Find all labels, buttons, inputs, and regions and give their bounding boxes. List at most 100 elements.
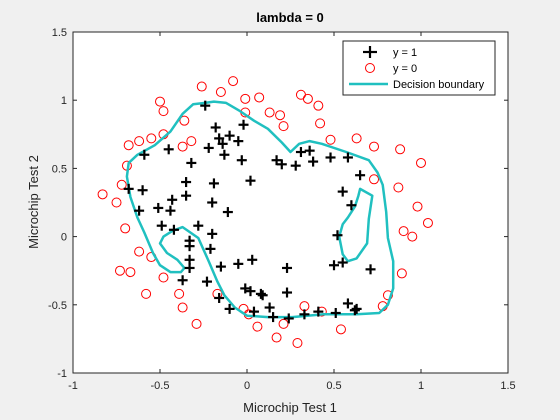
data-point-y0 [382,290,393,301]
data-point-y1 [193,220,204,231]
data-point-y0 [179,115,190,126]
data-point-y0 [146,133,157,144]
legend-label-y0: y = 0 [393,63,417,75]
data-point-y0 [396,268,407,279]
data-point-y1 [224,130,235,141]
data-point-y0 [393,182,404,193]
data-point-y1 [245,286,256,297]
data-point-y0 [191,318,202,329]
data-point-y1 [282,287,293,298]
data-point-y0 [416,157,426,168]
legend-label-boundary: Decision boundary [393,79,485,91]
data-point-y1 [203,142,214,153]
data-point-y1 [177,275,188,286]
data-point-y1 [283,313,294,324]
decision-boundary-island [337,187,374,263]
data-point-y1 [168,224,179,235]
data-point-y1 [276,159,287,170]
axes-box [72,31,509,374]
data-point-y0 [186,136,197,147]
x-tick-label: -1 [68,380,78,392]
data-point-y1 [337,186,348,197]
data-point-y1 [233,258,244,269]
data-point-y1 [165,205,176,216]
data-point-y1 [332,230,343,241]
y-tick-label: 0.5 [52,163,67,175]
data-point-y1 [342,152,353,163]
data-point-y0 [275,110,286,121]
data-point-y1 [207,197,218,208]
data-point-y1 [156,220,167,231]
data-point-y1 [186,157,197,168]
data-point-y0 [302,93,313,104]
y-tick-label: 0 [61,232,67,244]
y-tick-label: 1.5 [52,27,67,39]
data-point-y0 [120,223,131,234]
data-point-y1 [184,241,195,252]
data-point-y1 [282,262,293,273]
data-point-y0 [125,267,136,278]
data-point-y1 [201,276,212,287]
x-tick-label: 0.5 [326,380,341,392]
data-point-y1 [224,303,235,314]
data-point-y1 [355,170,366,181]
data-point-y1 [346,200,357,211]
legend-label-y1: y = 1 [393,47,417,59]
data-point-y0 [369,174,380,185]
data-point-y1 [134,205,145,216]
data-point-y0 [335,324,346,335]
data-point-y0 [114,265,125,276]
data-point-y1 [153,202,164,213]
data-point-y0 [174,288,185,299]
data-point-y0 [158,272,169,283]
data-point-y0 [264,107,275,118]
data-point-y1 [236,155,247,166]
data-point-y1 [181,177,192,188]
data-point-y1 [205,243,216,254]
data-point-y1 [240,283,251,294]
data-point-y0 [271,332,282,343]
data-point-y0 [134,136,145,147]
data-point-y1 [215,261,226,272]
data-point-y1 [299,309,310,320]
legend-box [342,40,496,96]
data-point-y1 [255,288,266,299]
data-point-y0 [116,179,127,190]
y-axis-label: Microchip Test 2 [26,155,41,249]
y-tick-label: -1 [57,368,67,380]
data-point-y1 [207,228,218,239]
data-point-y1 [214,133,225,144]
data-point-y0 [228,76,239,87]
data-point-y1 [337,257,348,268]
data-point-y0 [292,337,303,348]
data-point-y1 [290,160,301,171]
data-point-y1 [208,178,219,189]
data-point-y1 [329,260,339,271]
data-point-y1 [365,264,376,275]
y-tick-label: 1 [61,95,67,107]
data-point-y1 [200,100,211,111]
data-point-y1 [184,262,195,273]
data-point-y0 [278,121,289,132]
legend: y = 1 y = 0 Decision boundary [342,40,496,96]
data-point-y1 [233,136,244,147]
data-point-y0 [252,321,263,332]
data-point-y0 [278,318,289,329]
data-point-y1 [308,156,319,167]
data-point-y1 [247,254,258,265]
x-tick-label: 1.5 [500,380,515,392]
data-point-y1 [295,147,306,158]
data-point-y0 [313,100,324,111]
data-point-y0 [422,217,433,228]
data-point-y0 [325,134,336,145]
data-point-y1 [222,207,233,218]
data-point-y0 [141,288,152,299]
data-point-y0 [315,118,326,129]
data-point-y1 [167,194,178,205]
data-point-y0 [254,92,265,103]
data-point-y0 [395,144,406,155]
data-point-y0 [215,87,226,98]
data-point-y0 [369,141,380,152]
data-point-y0 [407,231,418,242]
